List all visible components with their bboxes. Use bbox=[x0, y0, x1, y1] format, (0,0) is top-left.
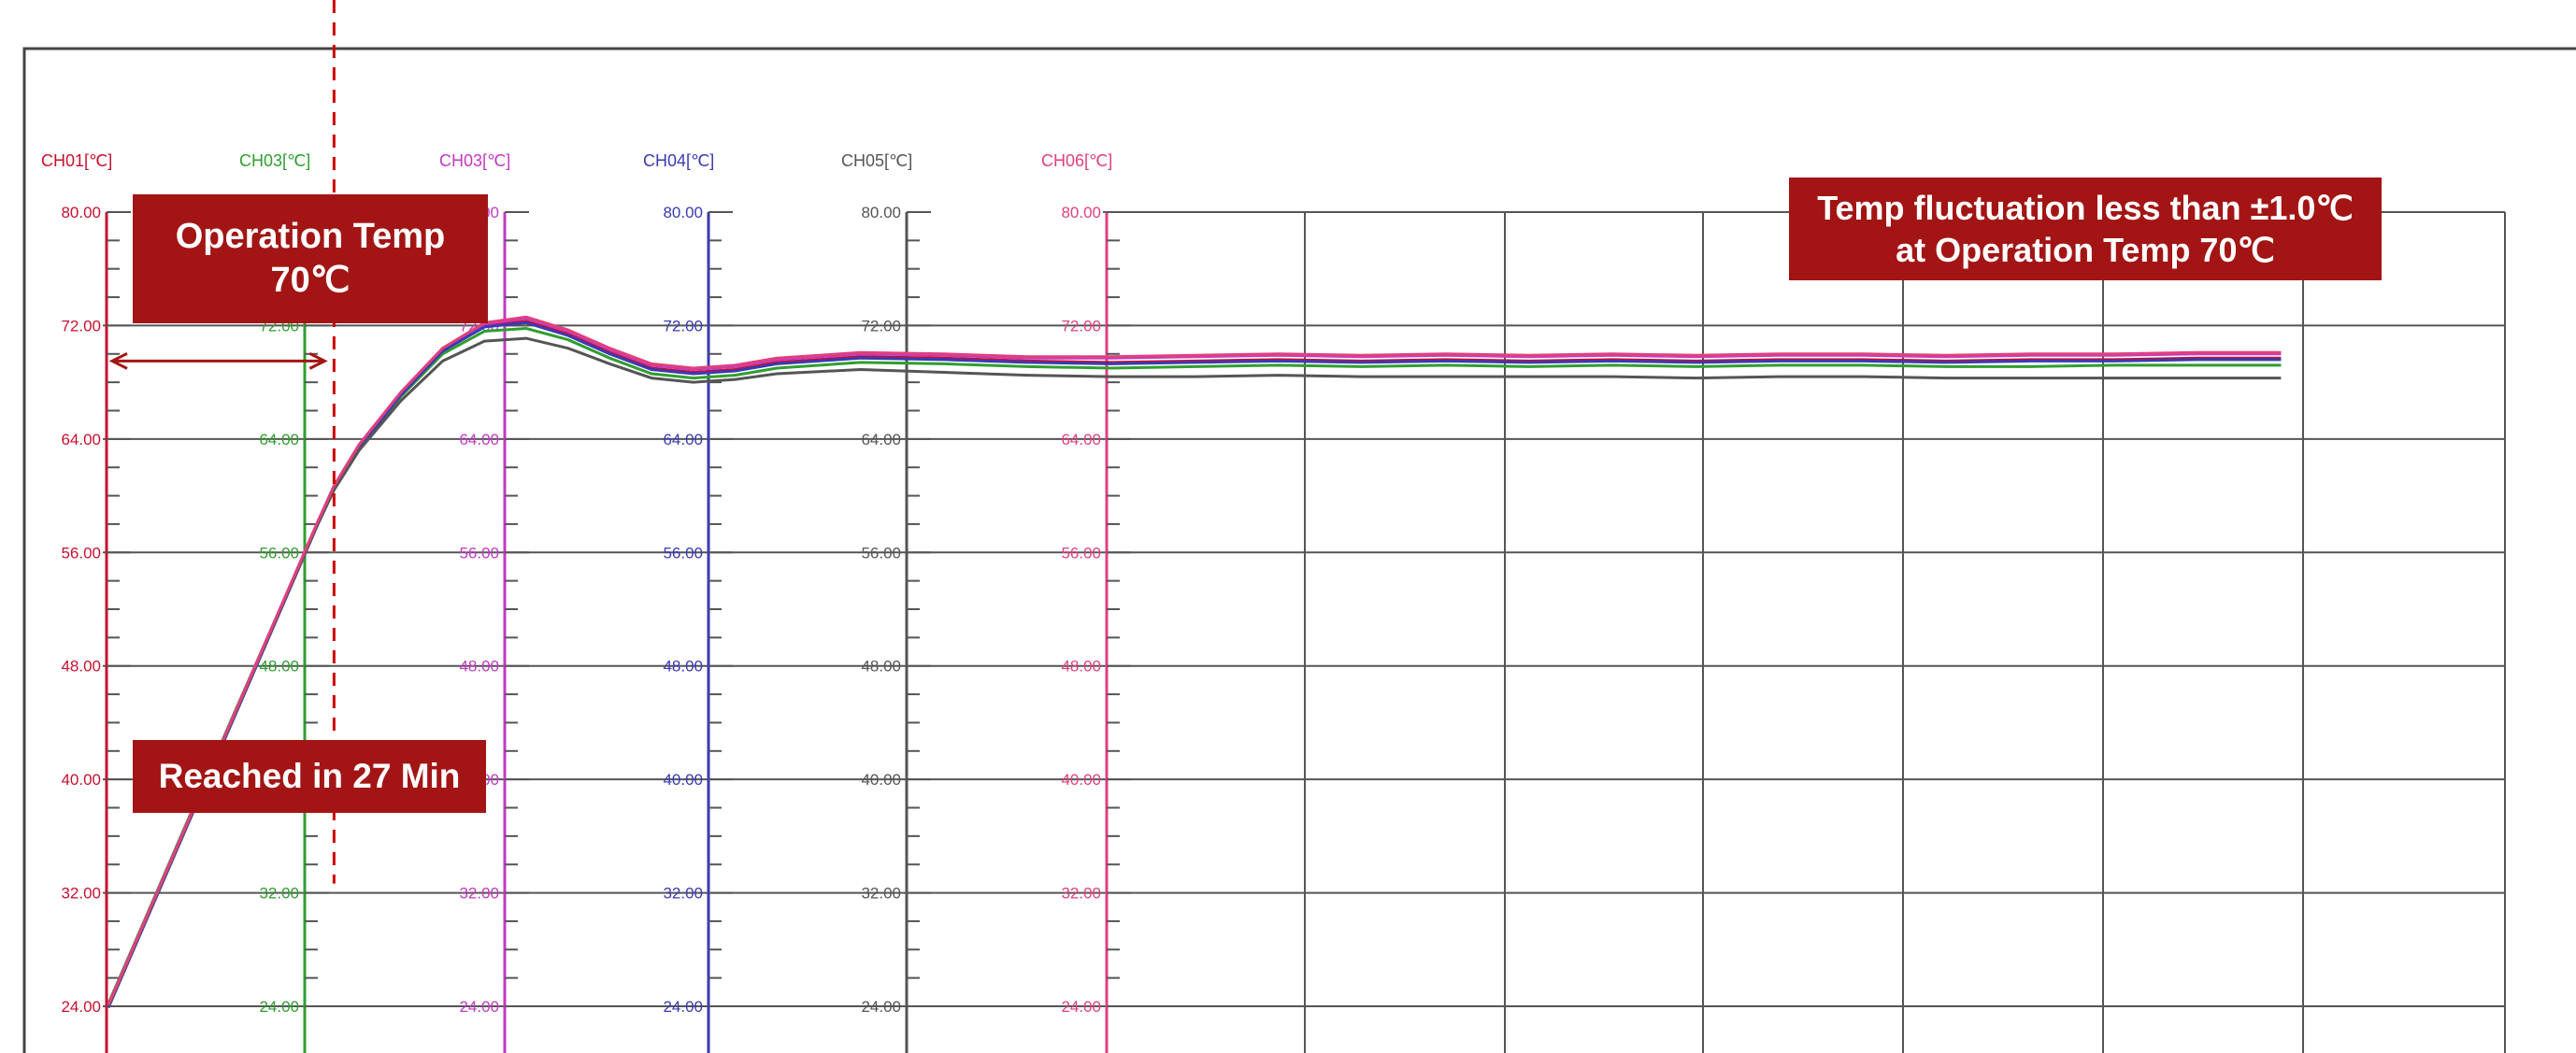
axis-tick-label: 64.00 bbox=[663, 431, 703, 448]
axis-tick-label: 72.00 bbox=[861, 317, 901, 334]
axis-tick-label: 64.00 bbox=[61, 431, 101, 448]
axis-top-label: 80.00 bbox=[1061, 204, 1101, 221]
axis-top-label: 80.00 bbox=[663, 204, 703, 221]
chart-border bbox=[22, 47, 2576, 1053]
channel-label: CH04[℃] bbox=[643, 151, 714, 170]
axis-tick-label: 56.00 bbox=[1061, 544, 1101, 562]
channel-axis-5: CH06[℃] 80.00 72.00 64.00 56.00 48.00 40.00 32.… bbox=[1041, 151, 1131, 1053]
axis-tick-label: 56.00 bbox=[663, 544, 703, 562]
axis-tick-label: 24.00 bbox=[259, 998, 299, 1016]
axis-tick-label: 32.00 bbox=[459, 885, 499, 903]
axis-tick-label: 40.00 bbox=[663, 771, 703, 789]
axis-tick-label: 24.00 bbox=[663, 998, 703, 1016]
axis-tick-label: 40.00 bbox=[61, 771, 101, 789]
operation-temp-callout: Operation Temp 70℃ bbox=[133, 194, 488, 323]
axis-top-label: 80.00 bbox=[861, 204, 901, 221]
axis-tick-label: 72.00 bbox=[1061, 317, 1101, 334]
series-line-ch03 bbox=[107, 317, 2282, 1006]
grid bbox=[103, 211, 2506, 1053]
fluctuation-callout: Temp fluctuation less than ±1.0℃ at Oper… bbox=[1789, 178, 2382, 280]
reached-time-callout: Reached in 27 Min bbox=[133, 740, 486, 813]
axis-tick-label: 24.00 bbox=[459, 998, 499, 1016]
channel-label: CH03[℃] bbox=[239, 151, 310, 170]
channel-axis-3: CH04[℃] 80.00 72.00 64.00 56.00 48.00 40.00 32.… bbox=[643, 151, 733, 1053]
axis-tick-label: 56.00 bbox=[259, 544, 299, 562]
series-line-ch06 bbox=[107, 315, 2282, 1006]
channel-axis-4: CH05[℃] 80.00 72.00 64.00 56.00 48.00 40.00 32.… bbox=[841, 151, 931, 1053]
channel-label: CH01[℃] bbox=[41, 151, 112, 170]
axis-tick-label: 24.00 bbox=[1061, 998, 1101, 1016]
axis-tick-label: 48.00 bbox=[861, 658, 901, 676]
axis-tick-label: 40.00 bbox=[1061, 771, 1101, 789]
axis-tick-label: 48.00 bbox=[61, 658, 101, 676]
series-line-ch01 bbox=[107, 320, 2282, 1007]
axis-tick-label: 64.00 bbox=[861, 431, 901, 448]
axis-tick-label: 32.00 bbox=[61, 885, 101, 903]
axis-top-label: 80.00 bbox=[61, 204, 101, 221]
series-line-ch05 bbox=[107, 336, 2282, 1007]
arrow-head-left bbox=[108, 352, 128, 370]
axis-tick-label: 32.00 bbox=[663, 885, 703, 903]
axis-tick-label: 48.00 bbox=[663, 658, 703, 676]
axis-tick-label: 32.00 bbox=[259, 885, 299, 903]
axis-tick-label: 24.00 bbox=[861, 998, 901, 1016]
axis-tick-label: 32.00 bbox=[1061, 885, 1101, 903]
channel-label: CH03[℃] bbox=[439, 151, 510, 170]
channel-axis-0: CH01[℃] 80.00 72.00 64.00 56.00 48.00 40.00 32.… bbox=[41, 151, 131, 1053]
axis-tick-label: 24.00 bbox=[61, 998, 101, 1016]
axis-tick-label: 72.00 bbox=[61, 317, 101, 334]
axis-tick-label: 72.00 bbox=[663, 317, 703, 334]
channel-label: CH06[℃] bbox=[1041, 151, 1112, 170]
axis-tick-label: 48.00 bbox=[459, 658, 499, 676]
series-lines bbox=[107, 315, 2282, 1009]
axis-tick-label: 56.00 bbox=[61, 544, 101, 562]
axis-tick-label: 48.00 bbox=[1061, 658, 1101, 676]
axis-tick-label: 40.00 bbox=[861, 771, 901, 789]
arrow-head-right bbox=[308, 352, 328, 370]
axis-tick-label: 64.00 bbox=[1061, 431, 1101, 448]
markers bbox=[108, 0, 336, 884]
axis-tick-label: 32.00 bbox=[861, 885, 901, 903]
axis-tick-label: 64.00 bbox=[459, 431, 499, 448]
axis-tick-label: 48.00 bbox=[259, 658, 299, 676]
channel-label: CH05[℃] bbox=[841, 151, 912, 170]
axis-tick-label: 56.00 bbox=[861, 544, 901, 562]
axis-tick-label: 56.00 bbox=[459, 544, 499, 562]
axis-tick-label: 64.00 bbox=[259, 431, 299, 448]
